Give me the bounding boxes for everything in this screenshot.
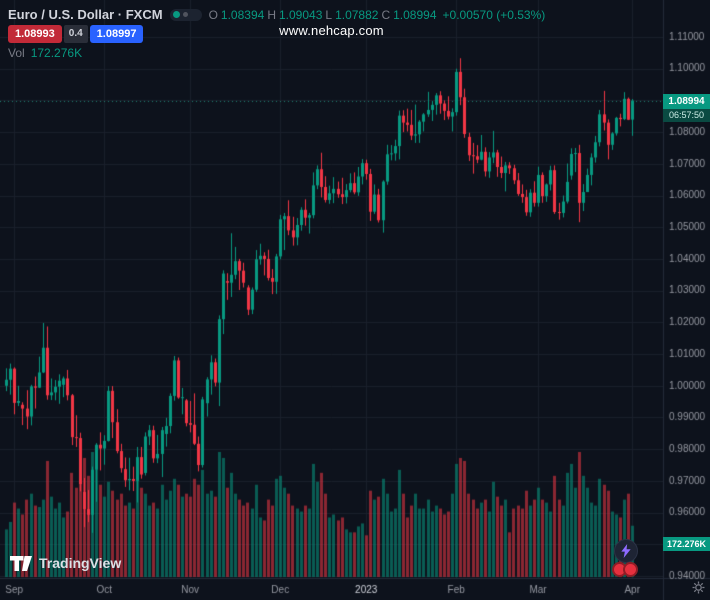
close-value: 1.08994	[393, 7, 437, 22]
gear-icon	[692, 581, 705, 594]
sell-button[interactable]: 1.08993	[8, 25, 62, 43]
last-price-badge: 1.08994 06:57:50	[663, 94, 710, 122]
watermark: www.nehcap.com	[279, 23, 384, 38]
bar-countdown: 06:57:50	[663, 109, 710, 122]
more-dot-icon	[182, 12, 188, 17]
change-value: +0.00570 (+0.53%)	[442, 7, 546, 22]
status-dot-icon	[172, 11, 180, 18]
tradingview-logo[interactable]: TradingView	[10, 555, 121, 571]
open-label: O	[208, 7, 218, 22]
pane-settings-button[interactable]	[692, 581, 705, 599]
low-label: L	[325, 7, 333, 22]
high-value: 1.09043	[278, 7, 323, 22]
ohlc-values: O 1.08394 H 1.09043 L 1.07882 C 1.08994 …	[209, 8, 546, 22]
buy-button[interactable]: 1.08997	[89, 25, 144, 43]
last-price-value: 1.08994	[663, 94, 710, 109]
chart-legend: Euro / U.S. Dollar · FXCM O 1.08394 H 1.…	[8, 5, 545, 60]
symbol-title[interactable]: Euro / U.S. Dollar · FXCM	[8, 7, 163, 22]
volume-axis-badge: 172.276K	[663, 537, 710, 551]
volume-label: Vol	[8, 46, 25, 60]
tradingview-mark-icon	[10, 555, 32, 571]
buy-coin-icon	[623, 562, 638, 577]
broker-trade-widget[interactable]	[612, 562, 638, 577]
volume-value: 172.276K	[30, 46, 83, 60]
series-visibility-toggle[interactable]	[169, 8, 202, 21]
open-value: 1.08394	[220, 7, 265, 22]
spread-value: 0.4	[63, 25, 88, 43]
lightning-icon	[621, 544, 631, 558]
quick-trade-button[interactable]	[614, 539, 638, 563]
high-label: H	[267, 7, 276, 22]
low-value: 1.07882	[335, 7, 379, 22]
tradingview-logo-text: TradingView	[39, 555, 122, 571]
close-label: C	[381, 7, 391, 22]
